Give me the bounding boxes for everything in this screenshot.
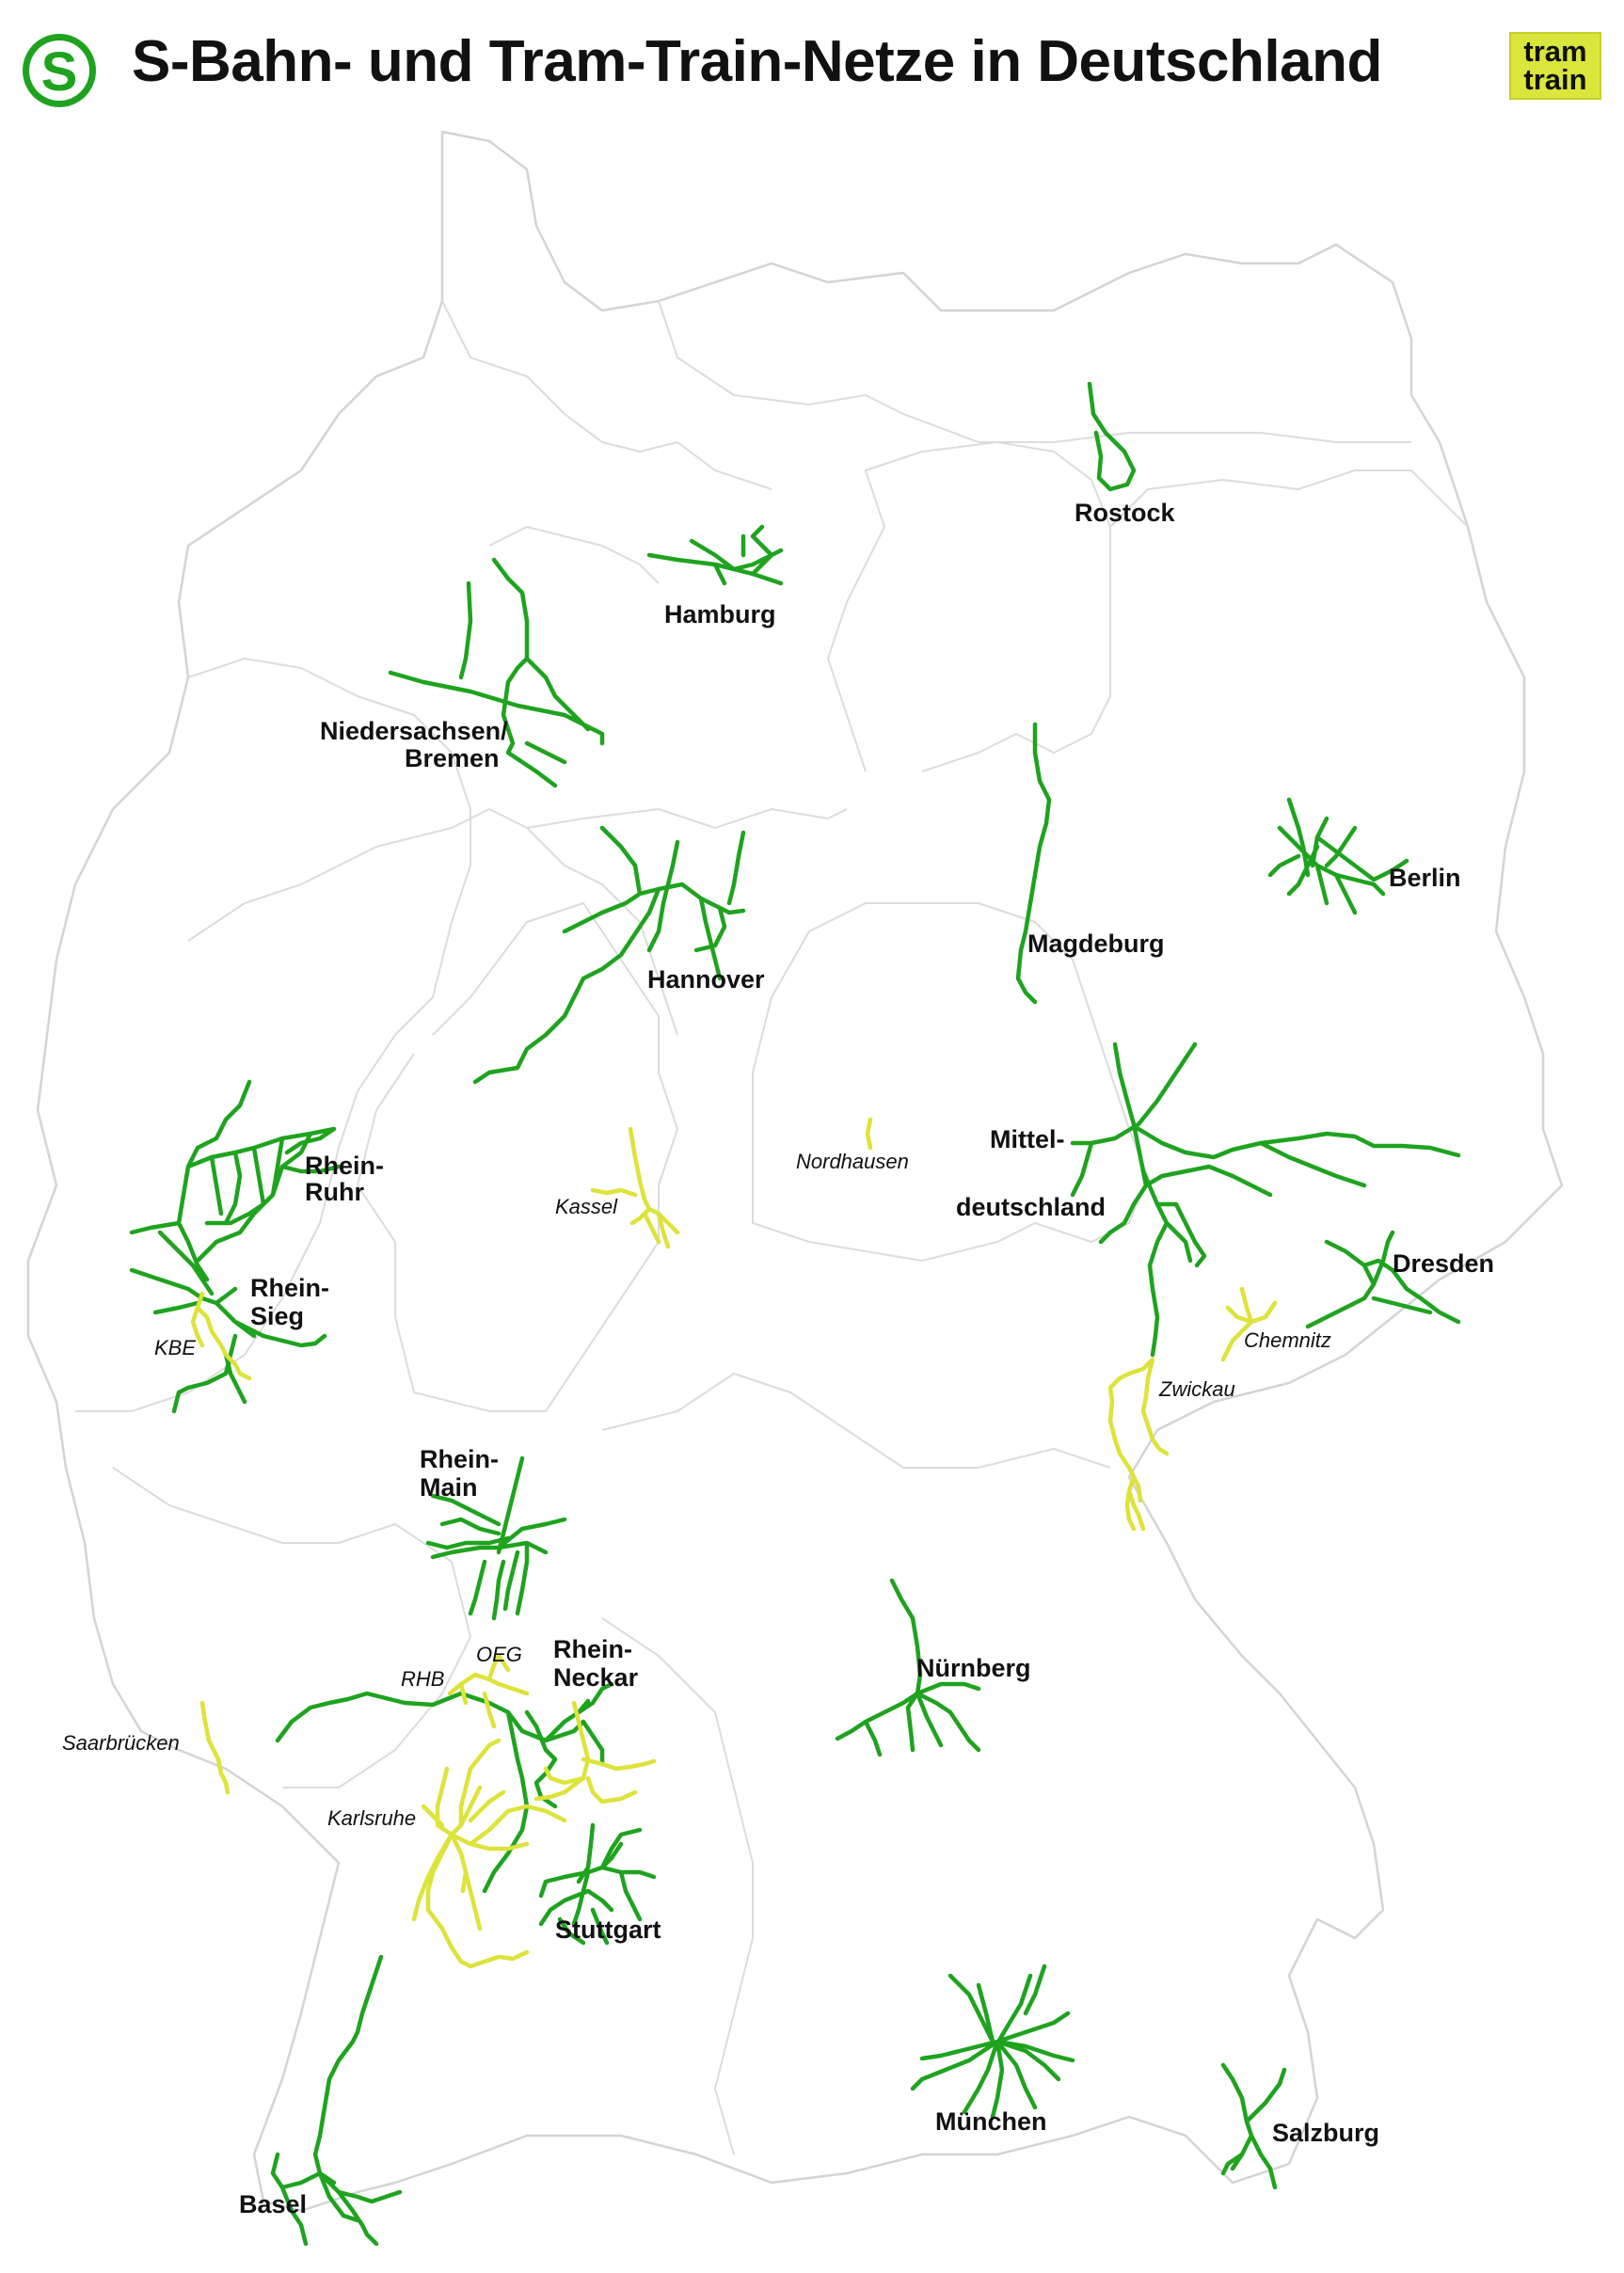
border-west-north (441, 300, 772, 490)
label-basel: Basel (239, 2190, 307, 2218)
svg-text:S: S (41, 41, 78, 103)
label-oeg: OEG (476, 1643, 522, 1666)
page-title: S-Bahn- und Tram-Train-Netze in Deutschl… (132, 29, 1382, 94)
badge-line-1: tram (1523, 35, 1587, 68)
tram-train-badge: tram train (1509, 32, 1601, 100)
label-stuttgart: Stuttgart (555, 1915, 661, 1944)
tramtrain-zwickau (1107, 1357, 1170, 1532)
label-nuernberg: Nürnberg (916, 1654, 1031, 1682)
label-karlsruhe: Karlsruhe (327, 1806, 416, 1830)
label-rhein-main-1: Rhein- (420, 1445, 499, 1473)
border-hessen (357, 902, 678, 1412)
label-dresden: Dresden (1393, 1249, 1494, 1278)
label-muenchen: München (935, 2107, 1047, 2136)
border-north (658, 300, 1411, 443)
sbahn-stuttgart (538, 1822, 657, 1946)
label-bremen: Bremen (405, 744, 500, 772)
tramtrain-saarbruecken (199, 1700, 231, 1795)
sbahn-rhein-sieg (129, 1230, 327, 1414)
sbahn-logo-icon: S (23, 34, 96, 107)
border-sachsen-anhalt (827, 441, 1111, 772)
label-rhb: RHB (401, 1667, 444, 1691)
sbahn-rhein-ruhr (129, 1079, 342, 1282)
header: S S-Bahn- und Tram-Train-Netze in Deutsc… (0, 0, 1624, 122)
label-rhein-ruhr-1: Rhein- (305, 1152, 384, 1180)
sbahn-muenchen (910, 1963, 1075, 2120)
tramtrain-heilbronn (533, 1700, 657, 1804)
label-rhein-main-2: Main (420, 1473, 478, 1502)
label-niedersachsen: Niedersachsen/ (320, 717, 508, 745)
label-mitteldeutschland-1: Mittel- (990, 1125, 1064, 1153)
label-hamburg: Hamburg (664, 600, 776, 628)
border-bayern-north (601, 1373, 1111, 1469)
label-chemnitz: Chemnitz (1244, 1328, 1331, 1352)
border-central (187, 808, 848, 942)
sbahn-rhein-main (425, 1455, 567, 1621)
state-borders (26, 130, 1564, 2213)
tramtrain-kassel (590, 1126, 680, 1249)
tramtrain-rhb-oeg (447, 1653, 530, 1729)
border-elbe (488, 526, 660, 584)
label-rhein-neckar-1: Rhein- (553, 1635, 632, 1663)
label-saarbruecken: Saarbrücken (62, 1731, 180, 1755)
sbahn-basel (270, 1954, 403, 2247)
label-magdeburg: Magdeburg (1027, 930, 1165, 958)
label-rhein-sieg-1: Rhein- (250, 1274, 329, 1302)
sbahn-rostock (1087, 381, 1137, 492)
label-zwickau: Zwickau (1158, 1377, 1235, 1401)
sbahn-hamburg (646, 524, 784, 586)
tramtrain-chemnitz (1220, 1286, 1278, 1362)
label-kbe: KBE (154, 1336, 196, 1359)
label-kassel: Kassel (555, 1195, 618, 1218)
label-rhein-ruhr-2: Ruhr (305, 1178, 364, 1206)
label-nordhausen: Nordhausen (796, 1150, 909, 1173)
tram-train-lines (190, 1117, 1278, 1969)
border-rlp-saar (112, 1467, 471, 1788)
label-rostock: Rostock (1075, 499, 1176, 527)
sbahn-lines (129, 381, 1461, 2247)
label-hannover: Hannover (647, 965, 765, 993)
sbahn-mitteldeutschland (1070, 1041, 1461, 1358)
network-labels: Rostock Hamburg Niedersachsen/ Bremen Be… (62, 499, 1494, 2218)
border-bayern-bw (601, 1617, 754, 2155)
sbahn-magdeburg (1015, 722, 1052, 1005)
sbahn-salzburg (1220, 2062, 1287, 2190)
sbahn-dresden (1305, 1230, 1461, 1329)
tramtrain-kbe (190, 1291, 252, 1381)
border-nrw (75, 658, 471, 1412)
badge-line-2: train (1523, 63, 1587, 96)
sbahn-berlin (1267, 797, 1409, 915)
germany-outline (26, 130, 1564, 2213)
sbahn-hannover (472, 825, 746, 1085)
sbahn-bremen (388, 557, 605, 788)
label-rhein-sieg-2: Sieg (250, 1302, 304, 1330)
label-mitteldeutschland-2: deutschland (956, 1193, 1106, 1221)
border-thueringen (752, 902, 1149, 1262)
label-berlin: Berlin (1389, 864, 1461, 892)
label-rhein-neckar-2: Neckar (553, 1663, 639, 1692)
tramtrain-karlsruhe (411, 1738, 567, 1969)
border-brandenburg (1109, 469, 1469, 528)
label-salzburg: Salzburg (1272, 2119, 1379, 2147)
sbahn-nuernberg (835, 1578, 981, 1757)
tramtrain-nordhausen (865, 1117, 873, 1151)
